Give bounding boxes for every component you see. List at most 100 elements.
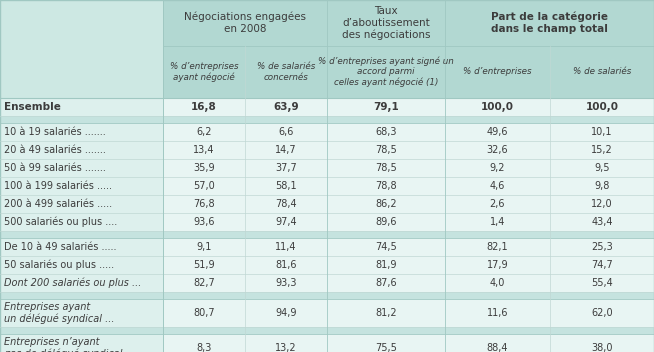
Text: 97,4: 97,4 [275, 217, 297, 227]
Text: Entreprises ayant: Entreprises ayant [4, 302, 90, 312]
Text: 6,2: 6,2 [196, 127, 212, 137]
Bar [245, 213, 327, 231]
Text: 81,9: 81,9 [375, 260, 397, 270]
Text: Dont 200 salariés ou plus ...: Dont 200 salariés ou plus ... [4, 278, 141, 288]
Text: 9,1: 9,1 [196, 242, 212, 252]
Bar [0, 327, 654, 334]
Bar [327, 98, 445, 116]
Bar [163, 0, 327, 46]
Bar [550, 177, 654, 195]
Bar [445, 334, 550, 352]
Bar [245, 195, 327, 213]
Text: 55,4: 55,4 [591, 278, 613, 288]
Bar [327, 141, 445, 159]
Text: 16,8: 16,8 [191, 102, 217, 112]
Text: pas de délégué syndical ...: pas de délégué syndical ... [4, 349, 135, 352]
Bar [0, 0, 163, 46]
Bar [163, 195, 245, 213]
Text: 78,4: 78,4 [275, 199, 297, 209]
Text: 43,4: 43,4 [591, 217, 613, 227]
Bar [163, 238, 245, 256]
Bar [445, 98, 550, 116]
Text: 100 à 199 salariés .....: 100 à 199 salariés ..... [4, 181, 112, 191]
Bar [327, 299, 445, 327]
Text: % de salariés: % de salariés [573, 68, 631, 76]
Text: Part de la catégorie
dans le champ total: Part de la catégorie dans le champ total [491, 12, 608, 34]
Text: 13,2: 13,2 [275, 343, 297, 352]
Bar [550, 238, 654, 256]
Text: 93,3: 93,3 [275, 278, 297, 288]
Bar [0, 256, 163, 274]
Bar [0, 231, 654, 238]
Text: 1,4: 1,4 [490, 217, 505, 227]
Bar [0, 213, 163, 231]
Text: 51,9: 51,9 [193, 260, 215, 270]
Bar [445, 159, 550, 177]
Text: 38,0: 38,0 [591, 343, 613, 352]
Bar [327, 238, 445, 256]
Text: 50 à 99 salariés .......: 50 à 99 salariés ....... [4, 163, 106, 173]
Bar [327, 213, 445, 231]
Text: 4,0: 4,0 [490, 278, 505, 288]
Text: 76,8: 76,8 [193, 199, 215, 209]
Bar [0, 292, 654, 299]
Bar [445, 177, 550, 195]
Bar [0, 159, 163, 177]
Bar [327, 274, 445, 292]
Bar [550, 213, 654, 231]
Bar [445, 195, 550, 213]
Text: Entreprises n’ayant: Entreprises n’ayant [4, 337, 99, 347]
Text: De 10 à 49 salariés .....: De 10 à 49 salariés ..... [4, 242, 116, 252]
Text: 20 à 49 salariés .......: 20 à 49 salariés ....... [4, 145, 106, 155]
Bar [163, 213, 245, 231]
Text: 79,1: 79,1 [373, 102, 399, 112]
Bar [0, 98, 163, 116]
Bar [327, 334, 445, 352]
Bar [245, 177, 327, 195]
Text: 100,0: 100,0 [481, 102, 514, 112]
Bar [163, 274, 245, 292]
Bar [245, 123, 327, 141]
Text: Négociations engagées
en 2008: Négociations engagées en 2008 [184, 12, 306, 34]
Bar [163, 334, 245, 352]
Bar [163, 159, 245, 177]
Text: 81,2: 81,2 [375, 308, 397, 318]
Text: 86,2: 86,2 [375, 199, 397, 209]
Bar [445, 46, 550, 98]
Bar [550, 334, 654, 352]
Bar [327, 195, 445, 213]
Bar [245, 141, 327, 159]
Text: 10,1: 10,1 [591, 127, 613, 137]
Bar [445, 0, 654, 46]
Text: 32,6: 32,6 [487, 145, 508, 155]
Bar [550, 159, 654, 177]
Bar [550, 274, 654, 292]
Bar [163, 123, 245, 141]
Text: 75,5: 75,5 [375, 343, 397, 352]
Bar [550, 141, 654, 159]
Text: 57,0: 57,0 [193, 181, 215, 191]
Bar [327, 159, 445, 177]
Text: 74,7: 74,7 [591, 260, 613, 270]
Text: 81,6: 81,6 [275, 260, 297, 270]
Text: 82,1: 82,1 [487, 242, 508, 252]
Bar [445, 256, 550, 274]
Text: 12,0: 12,0 [591, 199, 613, 209]
Text: 10 à 19 salariés .......: 10 à 19 salariés ....... [4, 127, 106, 137]
Bar [327, 177, 445, 195]
Bar [445, 274, 550, 292]
Bar [327, 0, 445, 46]
Bar [0, 299, 163, 327]
Bar [163, 46, 245, 98]
Bar [445, 141, 550, 159]
Text: 49,6: 49,6 [487, 127, 508, 137]
Bar [0, 141, 163, 159]
Text: 74,5: 74,5 [375, 242, 397, 252]
Bar [0, 195, 163, 213]
Bar [550, 98, 654, 116]
Text: 4,6: 4,6 [490, 181, 505, 191]
Text: 63,9: 63,9 [273, 102, 299, 112]
Bar [0, 334, 163, 352]
Bar [245, 256, 327, 274]
Text: 9,5: 9,5 [594, 163, 610, 173]
